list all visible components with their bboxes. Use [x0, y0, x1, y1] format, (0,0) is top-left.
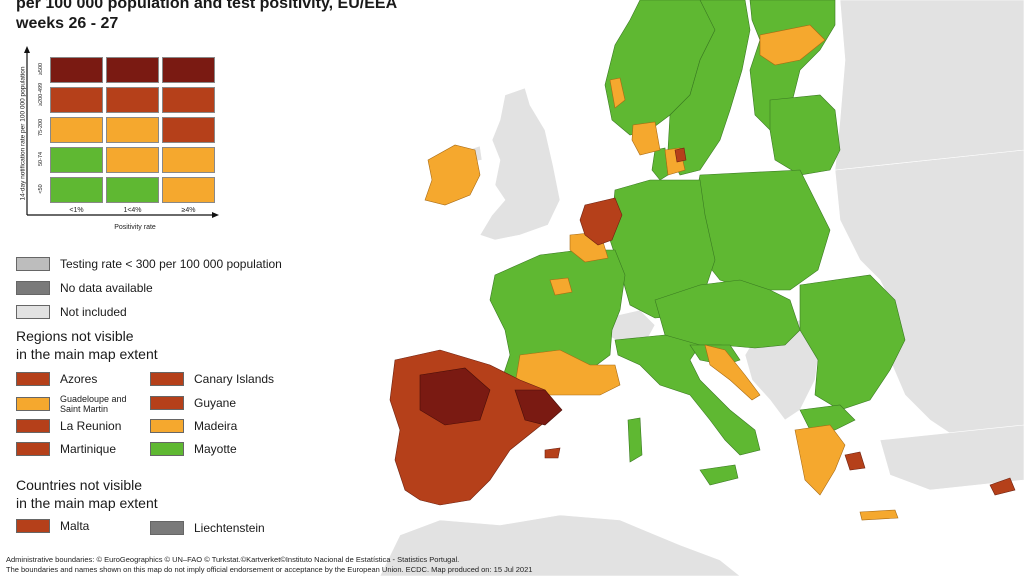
- matrix-cell: [162, 57, 215, 83]
- regions-heading-line2: in the main map extent: [16, 346, 158, 362]
- region-label: Madeira: [194, 419, 238, 433]
- swatch: [16, 372, 50, 386]
- swatch: [16, 281, 50, 295]
- matrix-cell: [50, 117, 103, 143]
- country-item: Malta: [16, 519, 89, 533]
- regions-heading-line1: Regions not visible: [16, 328, 134, 344]
- matrix-cell: [106, 177, 159, 203]
- swatch: [150, 372, 184, 386]
- swatch: [16, 419, 50, 433]
- matrix-cell: [162, 147, 215, 173]
- x-axis-label: Positivity rate: [114, 224, 156, 231]
- regions-heading: Regions not visible in the main map exte…: [16, 327, 158, 363]
- legend-not-included: Not included: [16, 305, 127, 319]
- legend-testing-rate: Testing rate < 300 per 100 000 populatio…: [16, 257, 282, 271]
- country-label: Liechtenstein: [194, 521, 265, 535]
- legend-label: Not included: [60, 305, 127, 319]
- col-label: ≥4%: [181, 207, 196, 214]
- swatch: [150, 419, 184, 433]
- matrix-cell: [106, 147, 159, 173]
- swatch: [16, 442, 50, 456]
- matrix-cell: [162, 87, 215, 113]
- map-title: per 100 000 population and test positivi…: [16, 0, 397, 34]
- region-item: Guadeloupe and Saint Martin: [16, 394, 140, 414]
- swatch: [16, 397, 50, 411]
- region-item: Madeira: [150, 419, 237, 433]
- region-item: La Reunion: [16, 419, 121, 433]
- matrix-cell: [106, 57, 159, 83]
- legend-label: No data available: [60, 281, 153, 295]
- region-item: Mayotte: [150, 442, 237, 456]
- green-regions: [489, 0, 906, 486]
- swatch: [150, 521, 184, 535]
- countries-heading-line2: in the main map extent: [16, 495, 158, 511]
- swatch: [16, 519, 50, 533]
- legend-label: Testing rate < 300 per 100 000 populatio…: [60, 257, 282, 271]
- orange-regions: [424, 24, 899, 521]
- title-line-2: weeks 26 - 27: [16, 15, 119, 32]
- region-item: Canary Islands: [150, 372, 274, 386]
- matrix-cell: [162, 177, 215, 203]
- matrix-cell: [162, 117, 215, 143]
- matrix-cell: [106, 87, 159, 113]
- swatch: [16, 305, 50, 319]
- region-label: Martinique: [60, 442, 117, 456]
- footer-attribution: Administrative boundaries: © EuroGeograp…: [6, 555, 460, 564]
- dark-red-regions: [419, 367, 563, 426]
- matrix-cell: [106, 117, 159, 143]
- region-label: La Reunion: [60, 419, 122, 433]
- swatch: [150, 396, 184, 410]
- not-included-land: [379, 0, 1024, 576]
- region-label: Azores: [60, 372, 98, 386]
- matrix-cell: [50, 177, 103, 203]
- swatch: [150, 442, 184, 456]
- region-label: Guadeloupe and Saint Martin: [60, 394, 127, 414]
- footer-disclaimer: The boundaries and names shown on this m…: [6, 565, 533, 574]
- country-item: Liechtenstein: [150, 521, 265, 535]
- col-label: 1<4%: [123, 207, 142, 214]
- region-label: Canary Islands: [194, 372, 275, 386]
- matrix-axes: [24, 46, 219, 218]
- matrix-cell: [50, 87, 103, 113]
- col-label: <1%: [69, 207, 84, 214]
- region-label: Mayotte: [194, 442, 237, 456]
- region-item: Guyane: [150, 396, 236, 410]
- matrix-cell: [50, 57, 103, 83]
- region-item: Azores: [16, 372, 97, 386]
- matrix-cell: [50, 147, 103, 173]
- region-item: Martinique: [16, 442, 116, 456]
- countries-heading: Countries not visible in the main map ex…: [16, 476, 158, 512]
- countries-heading-line1: Countries not visible: [16, 477, 143, 493]
- title-line-1: per 100 000 population and test positivi…: [16, 0, 398, 12]
- legend-no-data: No data available: [16, 281, 153, 295]
- country-label: Malta: [60, 519, 90, 533]
- swatch: [16, 257, 50, 271]
- region-label: Guyane: [194, 396, 237, 410]
